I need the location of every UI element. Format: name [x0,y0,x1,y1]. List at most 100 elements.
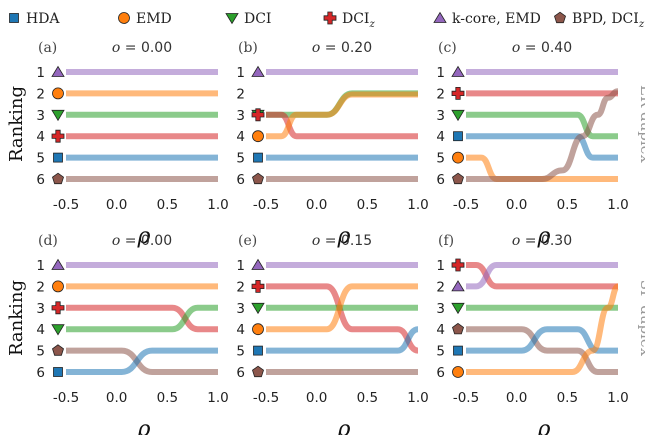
legend-item-bpd: BPD, DCIz [554,11,645,30]
series-line-emd [265,91,418,140]
rank-tick-label: 1 [436,65,445,81]
panel-label: (e) [238,233,257,249]
start-marker-kcore [251,65,265,77]
panel-label: (d) [38,233,58,249]
x-axis-label: ρ [137,224,151,249]
rank-tick-label: 5 [436,344,445,360]
start-marker-emd [452,366,464,378]
rank-tick-label: 6 [436,365,445,381]
rank-tick-label: 6 [36,172,45,188]
x-tick-label: -0.5 [53,197,79,213]
x-tick-label: -0.5 [453,390,479,406]
rank-tick-label: 1 [36,258,45,274]
rank-tick-label: 2 [36,86,45,102]
x-tick-label: 1.0 [607,390,628,406]
start-marker-emd [452,151,464,164]
panel-label: (a) [38,40,57,56]
start-marker-emd [252,323,264,336]
legend-marker-hda [9,13,19,23]
rank-tick-label: 4 [436,322,445,338]
start-marker-dciz [251,108,265,122]
x-tick-label: 0.5 [157,197,178,213]
series-line-emd [466,154,618,182]
rank-tick-label: 2 [36,279,45,295]
start-marker-bpd [452,322,464,335]
start-marker-kcore [451,65,465,77]
x-axis-label: ρ [137,417,151,435]
start-marker-hda [253,345,263,356]
start-marker-dci [451,109,465,122]
series-line-dci [65,304,218,333]
start-marker-kcore [451,280,465,292]
x-axis-label: ρ [337,417,351,435]
start-marker-emd [52,280,64,293]
rank-tick-label: 3 [436,301,445,317]
series-line-dciz [265,111,418,140]
rank-tick-label: 5 [36,344,45,360]
panel-title: o = 0.40 [512,40,572,56]
series-line-hda [66,347,218,375]
start-marker-bpd [52,344,64,356]
rank-tick-label: 2 [436,86,445,102]
x-tick-label: -0.5 [253,197,279,213]
panel-title: o = 0.20 [312,40,372,56]
start-marker-kcore [51,258,65,270]
legend-marker-dciz [323,11,337,25]
panel-title: o = 0.15 [312,233,372,249]
legend-item-emd: EMD [118,11,172,27]
series-line-kcore [466,261,618,290]
start-marker-dciz [251,279,265,293]
start-marker-dciz [51,301,65,315]
series-line-dciz [266,283,419,354]
rank-tick-label: 5 [436,151,445,167]
start-marker-dci [251,302,265,315]
rank-tick-label: 4 [236,129,245,145]
x-tick-label: -0.5 [253,390,279,406]
start-marker-hda [453,345,463,356]
series-line-bpd [465,326,618,375]
panels: (a) o = 0.00 1 2 3 4 5 6 -0.5 0.0 0.5 1.0 ρ (b) o = 0.… [36,40,628,435]
start-marker-bpd [52,172,64,185]
start-marker-hda [53,152,63,163]
panel-title: o = 0.00 [112,40,172,56]
x-axis-label: ρ [537,417,551,435]
y-axis-label-top: Ranking [6,86,27,162]
x-tick-label: 0.0 [506,390,527,406]
start-marker-dciz [51,129,65,143]
legend-item-dciz: DCIz [323,11,375,30]
panel-e: (e) o = 0.15 1 2 3 4 5 6 -0.5 0.0 0.5 1.0 ρ [236,233,428,435]
panel-title: o = 0.30 [512,233,572,249]
x-tick-label: 1.0 [207,197,228,213]
series-line-emd [466,283,620,375]
x-tick-label: 1.0 [207,390,228,406]
start-marker-dciz [451,87,465,100]
legend-label-dciz: DCIz [342,11,375,30]
legend-item-dci: DCI [225,11,271,27]
rank-tick-label: 3 [236,108,245,124]
rank-tick-label: 4 [236,322,245,338]
x-tick-label: 0.0 [506,197,527,213]
rank-tick-label: 6 [236,172,245,188]
start-marker-dci [451,302,465,315]
rank-tick-label: 1 [236,65,245,81]
rank-tick-label: 1 [36,65,45,81]
start-marker-bpd [252,172,264,185]
legend-label-kcore: k-core, EMD [452,11,541,27]
legend-label-emd: EMD [136,11,172,27]
rank-tick-label: 2 [436,279,445,295]
start-marker-dci [51,109,65,122]
start-marker-emd [252,130,264,143]
x-tick-label: 1.0 [607,197,628,213]
rank-tick-label: 3 [236,301,245,317]
start-marker-kcore [251,258,265,270]
series-line-emd [265,283,418,333]
start-marker-dciz [451,258,465,272]
series-line-dciz [465,261,618,290]
start-marker-hda [53,367,63,377]
x-tick-label: 0.5 [557,197,578,213]
series-line-hda [465,133,618,161]
series-line-hda [465,326,618,354]
y-axis-label-bottom: Ranking [6,280,27,356]
legend-label-hda: HDA [26,11,60,27]
